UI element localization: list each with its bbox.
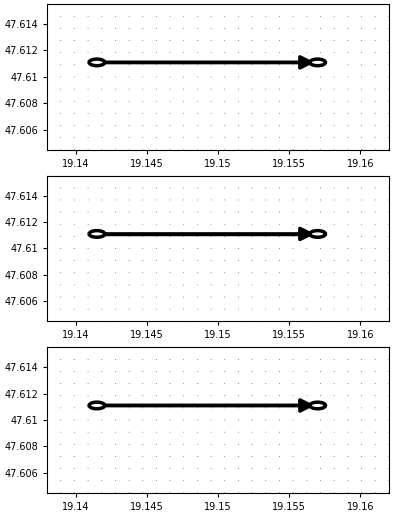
Ellipse shape [89, 59, 105, 66]
Ellipse shape [310, 402, 325, 409]
Ellipse shape [89, 231, 105, 237]
Ellipse shape [310, 59, 325, 66]
Ellipse shape [310, 231, 325, 237]
Ellipse shape [89, 402, 105, 409]
